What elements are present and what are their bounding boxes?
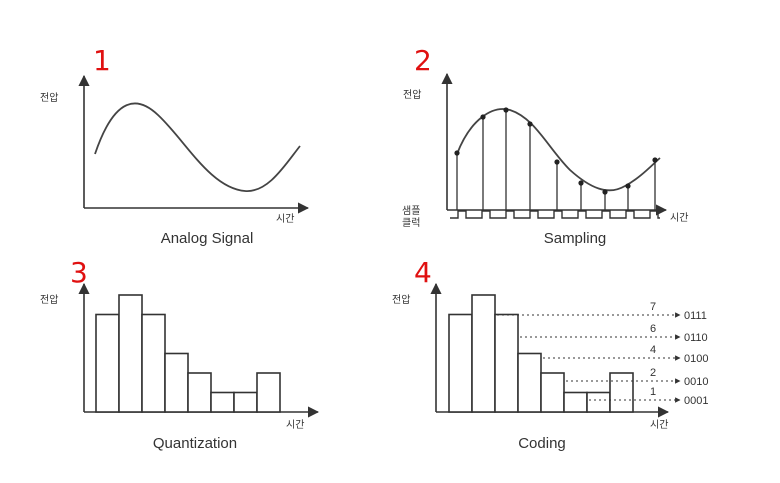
sample-clock-pulses	[450, 210, 660, 219]
caption-analog: Analog Signal	[161, 230, 254, 247]
sampled-waveform	[456, 108, 661, 192]
quantized-bars	[95, 294, 281, 413]
histogram-bar	[609, 372, 634, 413]
histogram-bar	[256, 372, 281, 413]
histogram-bar	[540, 372, 565, 413]
histogram-bar	[141, 313, 166, 413]
code-guides: 7 0111 6 0110 4 0100 2 0010 1 0001	[497, 301, 708, 407]
histogram-bar	[563, 391, 588, 413]
panel-quantization: 전압 시간 Quantization	[40, 282, 320, 452]
histogram-bar	[164, 352, 189, 413]
analog-waveform	[94, 102, 301, 192]
binary-code: 0001	[684, 395, 708, 407]
step-marker-2: 2	[414, 44, 432, 77]
panel-sampling: 전압 시간 샘플 클럭 Sampling	[402, 72, 688, 247]
histogram-bar	[233, 391, 258, 413]
x-axis-label: 시간	[286, 419, 304, 431]
caption-sampling: Sampling	[544, 230, 607, 247]
sample-point	[480, 114, 486, 120]
panel-analog-signal: 전압 시간 Analog Signal	[40, 74, 310, 247]
level-number: 7	[650, 301, 656, 313]
sample-clock-label-2: 클럭	[402, 217, 420, 229]
level-number: 6	[650, 323, 656, 335]
binary-code: 0010	[684, 376, 708, 388]
x-axis-label: 시간	[650, 419, 668, 431]
binary-code: 0110	[684, 332, 708, 344]
level-number: 4	[650, 344, 656, 356]
caption-quantization: Quantization	[153, 435, 237, 452]
sample-point	[578, 180, 584, 186]
y-axis-label: 전압	[403, 88, 421, 101]
binary-code: 0100	[684, 353, 708, 365]
sample-clock-label-1: 샘플	[402, 205, 420, 217]
y-axis-label: 전압	[392, 293, 410, 306]
level-number: 1	[650, 386, 656, 398]
step-marker-3: 3	[70, 256, 88, 289]
sample-point	[503, 107, 509, 113]
histogram-bar	[494, 313, 519, 413]
y-axis-label: 전압	[40, 91, 58, 104]
histogram-bar	[210, 391, 235, 413]
histogram-bar	[187, 372, 212, 413]
x-axis-label: 시간	[670, 212, 688, 224]
histogram-bar	[448, 313, 473, 413]
sample-point	[527, 121, 533, 127]
level-number: 2	[650, 367, 656, 379]
binary-code: 0111	[684, 310, 707, 322]
histogram-bar	[517, 352, 542, 413]
sample-point	[602, 189, 608, 195]
step-marker-1: 1	[93, 44, 111, 77]
step-marker-4: 4	[414, 256, 432, 289]
coded-bars	[448, 294, 634, 413]
panel-coding: 전압 시간 7 0111 6 0110 4 0100 2 0010 1 0001 Coding	[392, 282, 708, 452]
sample-point	[625, 183, 631, 189]
sample-lines	[454, 107, 658, 210]
histogram-bar	[118, 294, 143, 413]
sample-point	[454, 150, 460, 156]
sample-point	[652, 157, 658, 163]
caption-coding: Coding	[518, 435, 566, 452]
x-axis-label: 시간	[276, 213, 294, 225]
y-axis-label: 전압	[40, 293, 58, 306]
histogram-bar	[471, 294, 496, 413]
sample-point	[554, 159, 560, 165]
histogram-bar	[95, 313, 120, 413]
histogram-bar	[586, 391, 611, 413]
